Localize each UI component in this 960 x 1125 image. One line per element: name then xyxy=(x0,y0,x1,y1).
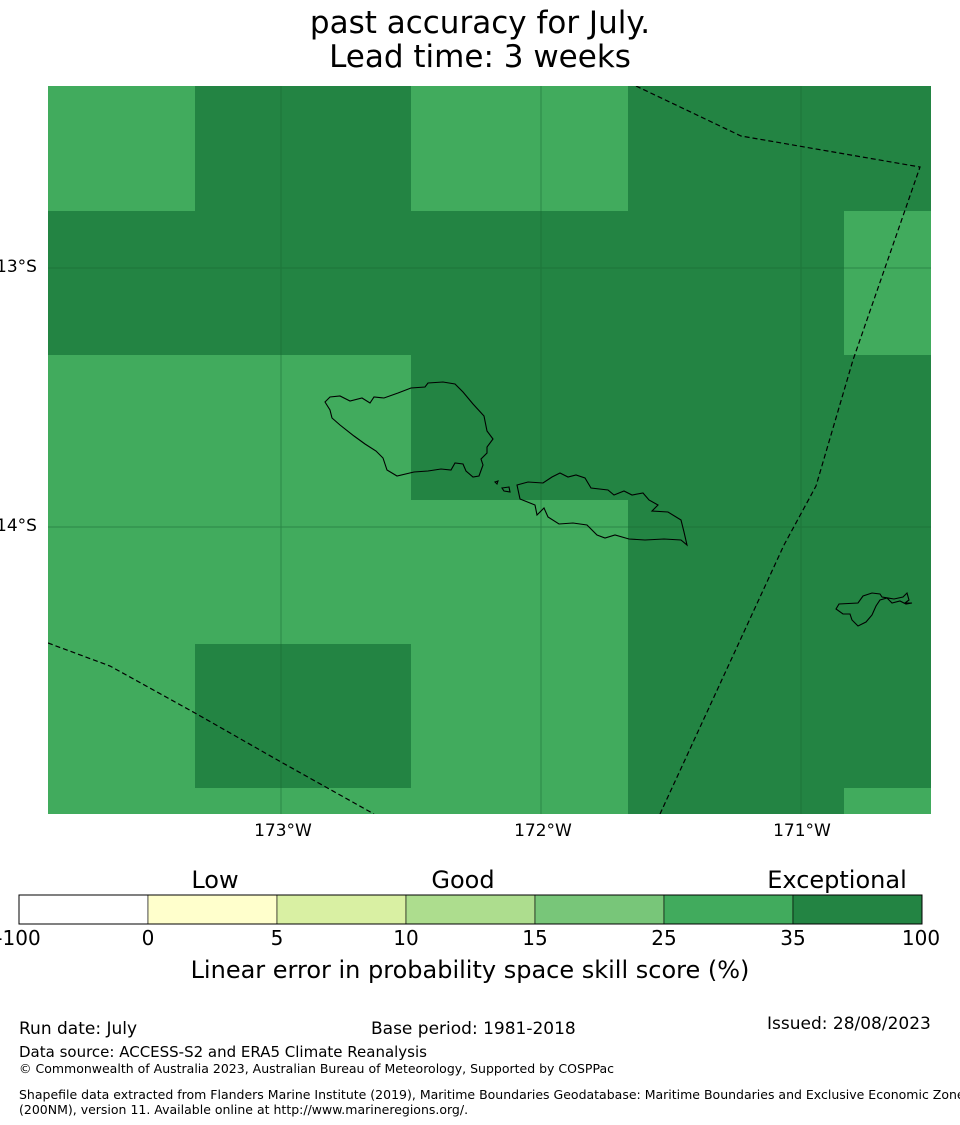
lon-label-173w: 173°W xyxy=(254,821,312,841)
grid-cell-exceptional xyxy=(195,86,411,211)
grid-cell-exceptional xyxy=(48,211,844,355)
upolu-island-coastline xyxy=(516,472,688,547)
grid-cell-exceptional xyxy=(195,644,411,788)
manono-islet-coastline xyxy=(501,486,511,493)
coastlines xyxy=(324,381,913,627)
eez-boundaries xyxy=(48,86,921,814)
colorbar-bin xyxy=(18,894,149,925)
lat-label-14s: 14°S xyxy=(0,516,37,536)
colorbar-title: Linear error in probability space skill … xyxy=(190,956,750,984)
colorbar xyxy=(18,894,923,925)
eez-boundary-line xyxy=(635,86,921,814)
eez-boundary-line xyxy=(48,642,375,814)
data-source: Data source: ACCESS-S2 and ERA5 Climate … xyxy=(19,1043,427,1061)
grid-cell-exceptional xyxy=(628,355,931,788)
colorbar-outline xyxy=(18,894,923,925)
colorbar-tick: 5 xyxy=(270,926,284,950)
aunuu-islet-coastline xyxy=(493,480,499,486)
run-date: Run date: July xyxy=(19,1019,138,1039)
colorbar-bin xyxy=(405,894,536,925)
grid-cell-exceptional xyxy=(628,788,844,814)
shapefile-credit-line-2: (200NM), version 11. Available online at… xyxy=(19,1102,469,1117)
grid-cell-exceptional xyxy=(411,355,628,500)
colorbar-bin xyxy=(276,894,407,925)
colorbar-tick: -100 xyxy=(0,926,41,950)
colorbar-bin xyxy=(792,894,923,925)
map-title-line-1: past accuracy for July. xyxy=(309,5,651,41)
colorbar-bin xyxy=(663,894,794,925)
issued-date: Issued: 28/08/2023 xyxy=(767,1014,931,1034)
colorbar-tick: 10 xyxy=(393,926,419,950)
colorbar-category-low: Low xyxy=(191,866,239,894)
colorbar-bin xyxy=(147,894,278,925)
graticule xyxy=(48,86,931,814)
colorbar-tick: 0 xyxy=(141,926,155,950)
savaii-island-coastline xyxy=(324,381,494,478)
colorbar-bin xyxy=(534,894,665,925)
lat-label-13s: 13°S xyxy=(0,257,37,277)
colorbar-tick: 100 xyxy=(901,926,941,950)
shapefile-credit-line-1: Shapefile data extracted from Flanders M… xyxy=(19,1087,960,1102)
map-title-line-2: Lead time: 3 weeks xyxy=(329,39,631,75)
copyright: © Commonwealth of Australia 2023, Austra… xyxy=(19,1061,614,1076)
lon-label-172w: 172°W xyxy=(514,821,572,841)
colorbar-tick: 15 xyxy=(522,926,548,950)
colorbar-category-good: Good xyxy=(431,866,495,894)
colorbar-tick: 35 xyxy=(780,926,806,950)
skill-grid xyxy=(48,86,931,814)
tutuila-island-coastline xyxy=(835,591,913,627)
colorbar-tick: 25 xyxy=(651,926,677,950)
base-period: Base period: 1981-2018 xyxy=(371,1019,576,1039)
grid-cell-exceptional xyxy=(628,86,931,211)
lon-label-171w: 171°W xyxy=(773,821,831,841)
colorbar-category-exceptional: Exceptional xyxy=(767,866,907,894)
